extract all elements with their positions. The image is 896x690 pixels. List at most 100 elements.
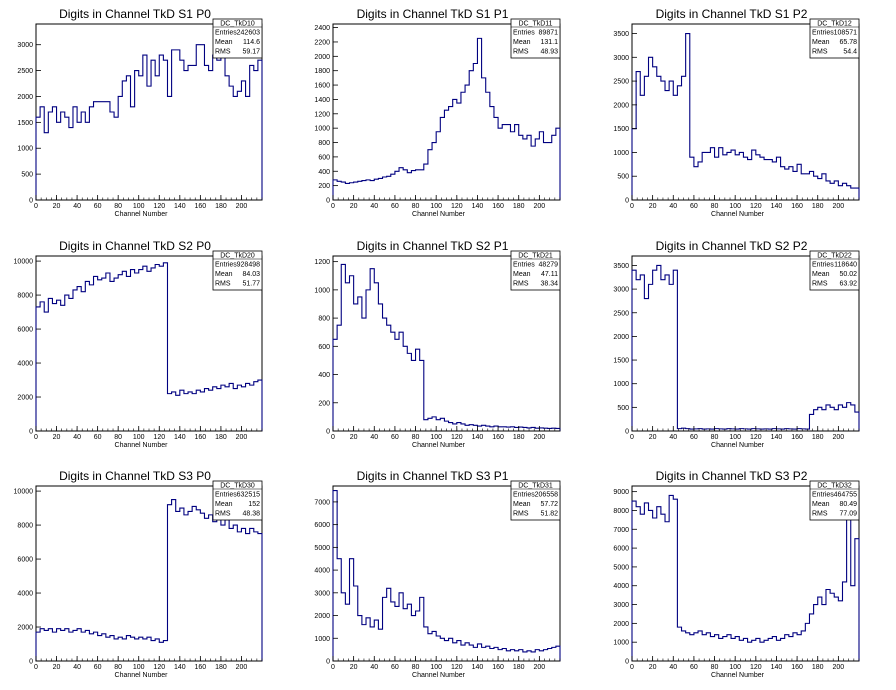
x-axis-label: Channel Number: [115, 672, 169, 679]
stats-value-mean: 47.11: [541, 271, 558, 278]
histogram-panel-9: Digits in Channel TkD S3 P2 0 20 40 60 80 100 1…: [613, 469, 860, 679]
chart-title: Digits in Channel TkD S2 P1: [357, 239, 509, 253]
x-tick-label: 100: [430, 434, 442, 441]
stats-value-rms: 54.4: [843, 49, 857, 56]
y-tick-label: 800: [318, 316, 330, 323]
x-tick-label: 20: [350, 434, 358, 441]
y-tick-label: 3000: [613, 55, 629, 62]
x-tick-label: 120: [153, 664, 165, 671]
x-tick-label: 200: [833, 664, 845, 671]
y-tick-label: 2000: [17, 395, 33, 402]
histogram-series-1: [631, 32, 860, 200]
x-tick-label: 80: [711, 203, 719, 210]
x-tick-label: 140: [174, 203, 186, 210]
stats-box: [809, 18, 860, 59]
stats-value-mean: 57.72: [540, 501, 558, 508]
y-tick-label: 400: [318, 372, 330, 379]
x-tick-label: 180: [812, 664, 824, 671]
y-tick-label: 0: [625, 659, 629, 666]
x-tick-label: 60: [391, 434, 399, 441]
x-tick-label: 40: [370, 203, 378, 210]
y-tick-label: 1500: [613, 358, 629, 365]
x-tick-label: 0: [630, 434, 634, 441]
x-tick-label: 60: [94, 434, 102, 441]
x-tick-label: 20: [649, 434, 657, 441]
x-tick-label: 80: [114, 203, 122, 210]
histogram-panel-2: Digits in Channel TkD S1 P1 0 20 40 60 80 100 1…: [314, 7, 561, 218]
y-tick-label: 1000: [17, 146, 33, 153]
x-tick-label: 100: [133, 203, 145, 210]
x-tick-label: 140: [771, 664, 783, 671]
histogram-panel-3: Digits in Channel TkD S1 P2 0 20 40 60 80 100 1…: [613, 7, 860, 218]
stats-value-mean: 131.1: [540, 39, 558, 46]
stats-box: [212, 250, 263, 291]
x-tick-label: 120: [750, 434, 762, 441]
chart-title: Digits in Channel TkD S1 P2: [656, 7, 808, 21]
y-tick-label: 1600: [314, 83, 330, 90]
x-tick-label: 140: [472, 203, 484, 210]
y-tick-label: 500: [21, 172, 33, 179]
y-tick-label: 8000: [613, 508, 629, 515]
stats-name: DC_TkD22: [817, 253, 852, 260]
stats-label-entries: Entries: [215, 30, 237, 37]
y-tick-label: 500: [617, 174, 629, 181]
y-tick-label: 3000: [613, 287, 629, 294]
y-tick-label: 1500: [17, 120, 33, 127]
stats-label-rms: RMS: [513, 49, 529, 56]
x-tick-label: 100: [430, 664, 442, 671]
stats-name: DC_TkD12: [817, 21, 852, 28]
x-tick-label: 0: [331, 434, 335, 441]
x-tick-label: 180: [215, 664, 227, 671]
y-tick-label: 1000: [314, 126, 330, 133]
stats-name: DC_TkD11: [518, 21, 552, 28]
x-tick-label: 80: [711, 664, 719, 671]
histogram-panel-7: Digits in Channel TkD S3 P0 0 20 40 60 80 100 1…: [14, 469, 263, 679]
stats-box: [510, 18, 561, 59]
stats-value-entries: 206558: [535, 492, 558, 499]
y-tick-label: 2000: [17, 625, 33, 632]
stats-value-entries: 118640: [834, 262, 857, 269]
chart-title: Digits in Channel TkD S2 P0: [59, 239, 211, 253]
stats-name: DC_TkD32: [817, 483, 852, 490]
stats-value-entries: 928498: [237, 262, 260, 269]
stats-label-mean: Mean: [812, 501, 830, 508]
chart-title: Digits in Channel TkD S2 P2: [656, 239, 808, 253]
x-tick-label: 100: [729, 664, 741, 671]
stats-label-mean: Mean: [513, 271, 531, 278]
x-tick-label: 140: [771, 203, 783, 210]
y-tick-label: 2500: [17, 68, 33, 75]
y-tick-label: 2000: [314, 613, 330, 620]
y-tick-label: 3500: [613, 31, 629, 38]
x-tick-label: 180: [513, 434, 525, 441]
stats-box: [809, 250, 860, 291]
y-tick-label: 3000: [17, 42, 33, 49]
stats-value-rms: 63.92: [839, 281, 857, 288]
y-tick-label: 2000: [314, 54, 330, 61]
stats-label-rms: RMS: [513, 281, 529, 288]
stats-value-mean: 84.03: [242, 271, 260, 278]
y-tick-label: 600: [318, 344, 330, 351]
x-tick-label: 180: [513, 203, 525, 210]
x-tick-label: 100: [729, 434, 741, 441]
stats-label-mean: Mean: [513, 39, 531, 46]
stats-label-mean: Mean: [812, 39, 830, 46]
x-tick-label: 200: [236, 664, 248, 671]
x-axis-label: Channel Number: [711, 211, 765, 218]
stats-value-entries: 108571: [834, 30, 857, 37]
x-tick-label: 160: [195, 664, 207, 671]
stats-label-entries: Entries: [812, 262, 834, 269]
x-tick-label: 60: [94, 664, 102, 671]
x-tick-label: 160: [791, 434, 803, 441]
x-tick-label: 40: [73, 664, 81, 671]
stats-label-rms: RMS: [812, 49, 828, 56]
x-tick-label: 80: [412, 203, 420, 210]
x-tick-label: 20: [649, 664, 657, 671]
stats-label-entries: Entries: [513, 30, 535, 37]
x-tick-label: 180: [215, 434, 227, 441]
x-tick-label: 40: [669, 434, 677, 441]
y-tick-label: 1000: [314, 287, 330, 294]
stats-value-entries: 632515: [237, 492, 260, 499]
x-tick-label: 100: [430, 203, 442, 210]
histogram-series-1: [631, 494, 860, 661]
stats-label-rms: RMS: [215, 49, 231, 56]
